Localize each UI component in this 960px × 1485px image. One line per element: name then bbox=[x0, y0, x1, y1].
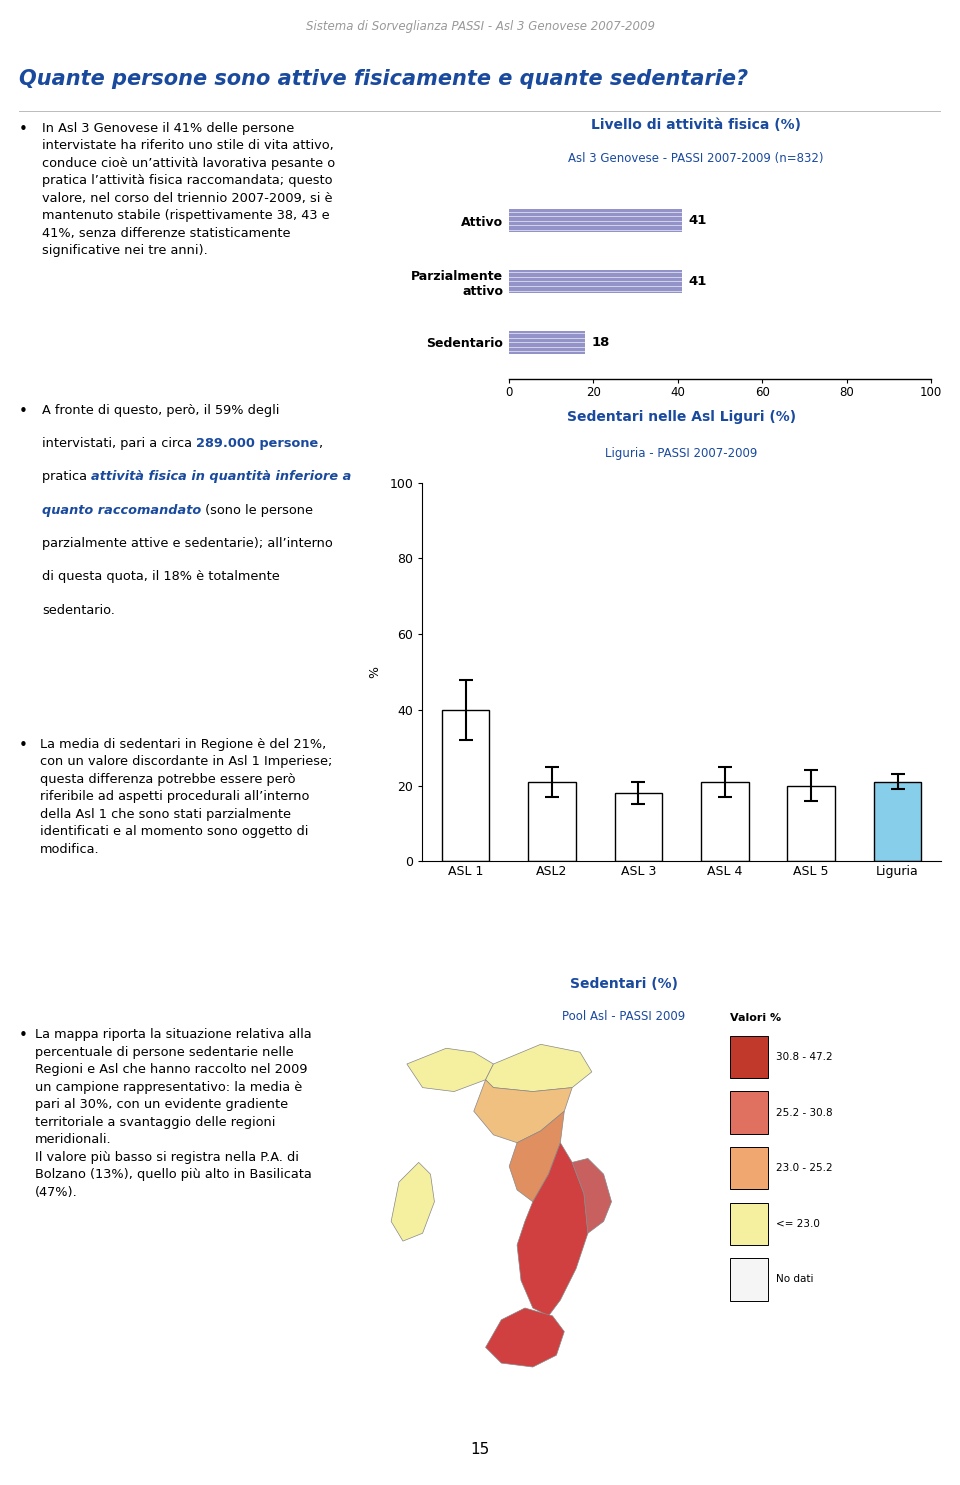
Bar bbox=[509, 209, 682, 232]
Text: La media di sedentari in Regione è del 21%,
con un valore discordante in Asl 1 I: La media di sedentari in Regione è del 2… bbox=[40, 738, 333, 855]
Bar bbox=[528, 781, 576, 861]
Polygon shape bbox=[407, 1048, 493, 1091]
Polygon shape bbox=[474, 1080, 572, 1143]
Text: pratica: pratica bbox=[42, 471, 91, 484]
Y-axis label: %: % bbox=[368, 665, 381, 679]
Text: Quante persone sono attive fisicamente e quante sedentarie?: Quante persone sono attive fisicamente e… bbox=[19, 68, 749, 89]
Bar bbox=[874, 781, 922, 861]
Text: Sedentari nelle Asl Liguri (%): Sedentari nelle Asl Liguri (%) bbox=[567, 410, 796, 423]
Text: 41: 41 bbox=[688, 214, 707, 227]
Text: di questa quota, il 18% è totalmente: di questa quota, il 18% è totalmente bbox=[42, 570, 279, 584]
Bar bbox=[701, 781, 749, 861]
Polygon shape bbox=[486, 1308, 564, 1368]
Bar bbox=[509, 331, 585, 353]
Bar bbox=[509, 270, 682, 293]
Text: Livello di attività fisica (%): Livello di attività fisica (%) bbox=[591, 117, 801, 132]
Text: No dati: No dati bbox=[776, 1274, 813, 1285]
Text: 15: 15 bbox=[470, 1442, 490, 1457]
Polygon shape bbox=[509, 1111, 564, 1201]
Text: In Asl 3 Genovese il 41% delle persone
intervistate ha riferito uno stile di vit: In Asl 3 Genovese il 41% delle persone i… bbox=[42, 122, 335, 257]
Text: 23.0 - 25.2: 23.0 - 25.2 bbox=[776, 1163, 832, 1173]
Bar bbox=[787, 786, 835, 861]
Text: Sedentari (%): Sedentari (%) bbox=[570, 977, 678, 992]
Polygon shape bbox=[572, 1158, 612, 1233]
Bar bbox=[614, 793, 662, 861]
Text: Sistema di Sorveglianza PASSI - Asl 3 Genovese 2007-2009: Sistema di Sorveglianza PASSI - Asl 3 Ge… bbox=[305, 21, 655, 33]
Text: Liguria - PASSI 2007-2009: Liguria - PASSI 2007-2009 bbox=[606, 447, 757, 460]
Text: •: • bbox=[19, 122, 28, 137]
Text: La mappa riporta la situazione relativa alla
percentuale di persone sedentarie n: La mappa riporta la situazione relativa … bbox=[35, 1028, 312, 1198]
Text: intervistati, pari a circa: intervistati, pari a circa bbox=[42, 437, 196, 450]
Text: •: • bbox=[19, 404, 28, 419]
Text: A fronte di questo, però, il 59% degli: A fronte di questo, però, il 59% degli bbox=[42, 404, 279, 417]
Text: (sono le persone: (sono le persone bbox=[202, 503, 313, 517]
Text: attività fisica in quantità inferiore a: attività fisica in quantità inferiore a bbox=[91, 471, 351, 484]
Text: Asl 3 Genovese - PASSI 2007-2009 (n=832): Asl 3 Genovese - PASSI 2007-2009 (n=832) bbox=[568, 151, 824, 165]
Text: <= 23.0: <= 23.0 bbox=[776, 1219, 820, 1228]
Bar bbox=[730, 1258, 768, 1301]
Text: Pool Asl - PASSI 2009: Pool Asl - PASSI 2009 bbox=[563, 1010, 685, 1023]
Text: sedentario.: sedentario. bbox=[42, 603, 115, 616]
Text: 41: 41 bbox=[688, 275, 707, 288]
Bar bbox=[442, 710, 490, 861]
Bar bbox=[730, 1146, 768, 1189]
Text: 30.8 - 47.2: 30.8 - 47.2 bbox=[776, 1053, 832, 1062]
Polygon shape bbox=[486, 1044, 591, 1091]
Text: •: • bbox=[19, 1028, 28, 1044]
Text: Valori %: Valori % bbox=[730, 1013, 780, 1023]
Text: 289.000 persone: 289.000 persone bbox=[196, 437, 319, 450]
Text: 25.2 - 30.8: 25.2 - 30.8 bbox=[776, 1108, 832, 1118]
Text: •: • bbox=[19, 738, 28, 753]
Bar bbox=[730, 1091, 768, 1135]
Text: quanto raccomandato: quanto raccomandato bbox=[42, 503, 202, 517]
Polygon shape bbox=[517, 1143, 588, 1316]
Bar bbox=[730, 1203, 768, 1244]
Text: parzialmente attive e sedentarie); all’interno: parzialmente attive e sedentarie); all’i… bbox=[42, 538, 333, 549]
Text: 18: 18 bbox=[591, 336, 610, 349]
Text: ,: , bbox=[319, 437, 323, 450]
Polygon shape bbox=[391, 1163, 435, 1241]
Bar bbox=[730, 1037, 768, 1078]
